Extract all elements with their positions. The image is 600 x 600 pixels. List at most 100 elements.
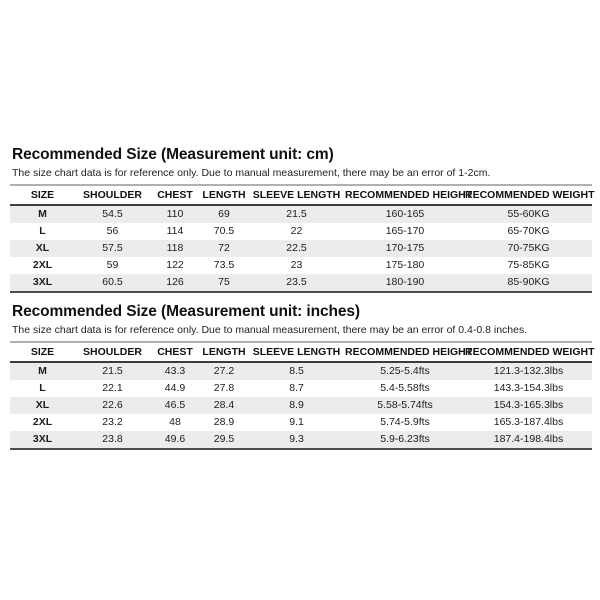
cell-sleeve-length: 9.1 xyxy=(289,416,304,428)
cell-recommended-weight: 143.3-154.3lbs xyxy=(493,382,564,394)
size-chart-section-inches: Recommended Size (Measurement unit: inch… xyxy=(10,303,595,450)
cell-recommended-weight: 154.3-165.3lbs xyxy=(493,399,564,411)
cell-sleeve-length: 21.5 xyxy=(286,208,307,220)
cell-shoulder: 21.5 xyxy=(102,365,123,377)
cell-shoulder: 54.5 xyxy=(102,208,123,220)
cell-shoulder: 23.2 xyxy=(102,416,123,428)
cell-chest: 126 xyxy=(166,276,184,288)
cell-recommended-height: 5.74-5.9fts xyxy=(380,416,430,428)
header-row: SIZE SHOULDER CHEST LENGTH SLEEVE LENGTH… xyxy=(10,185,595,205)
cell-length: 27.8 xyxy=(213,382,235,394)
cell-chest: 49.6 xyxy=(164,433,186,445)
cell-chest: 44.9 xyxy=(164,382,186,394)
column-header-shoulder: SHOULDER xyxy=(83,346,142,358)
cell-sleeve-length: 22.5 xyxy=(286,242,307,254)
size-table-cm: SIZE SHOULDER CHEST LENGTH SLEEVE LENGTH… xyxy=(10,184,595,293)
table-row-l: L 22.1 44.9 27.8 8.7 5.4-5.58fts 143.3-1… xyxy=(10,380,592,397)
cell-sleeve-length: 9.3 xyxy=(289,433,304,445)
cell-size: 3XL xyxy=(32,433,53,445)
cell-recommended-height: 160-165 xyxy=(385,208,425,220)
cell-size: M xyxy=(38,208,47,220)
cell-chest: 43.3 xyxy=(164,365,186,377)
cell-size: XL xyxy=(35,399,50,411)
section-note-inches: The size chart data is for reference onl… xyxy=(12,324,528,336)
cell-size: L xyxy=(39,382,46,394)
table-row-m: M 54.5 110 69 21.5 160-165 55-60KG xyxy=(10,205,592,223)
cell-size: XL xyxy=(35,242,50,254)
cell-recommended-height: 170-175 xyxy=(385,242,425,254)
cell-shoulder: 22.1 xyxy=(102,382,123,394)
cell-size: 2XL xyxy=(32,259,53,271)
cell-length: 28.9 xyxy=(213,416,235,428)
cell-length: 72 xyxy=(218,242,230,254)
cell-recommended-height: 5.25-5.4fts xyxy=(380,365,430,377)
cell-shoulder: 57.5 xyxy=(102,242,123,254)
column-header-chest: CHEST xyxy=(157,346,193,358)
size-table-inches: SIZE SHOULDER CHEST LENGTH SLEEVE LENGTH… xyxy=(10,341,595,450)
column-header-recommended-weight: RECOMMENDED WEIGHT xyxy=(465,346,595,358)
cell-recommended-weight: 187.4-198.4lbs xyxy=(493,433,564,445)
cell-recommended-height: 180-190 xyxy=(385,276,425,288)
cell-chest: 114 xyxy=(166,225,184,237)
cell-recommended-height: 165-170 xyxy=(385,225,425,237)
cell-recommended-weight: 165.3-187.4lbs xyxy=(493,416,564,428)
cell-recommended-weight: 75-85KG xyxy=(507,259,550,271)
cell-sleeve-length: 23.5 xyxy=(286,276,307,288)
column-header-length: LENGTH xyxy=(202,346,246,358)
cell-shoulder: 59 xyxy=(106,259,119,271)
cell-sleeve-length: 8.7 xyxy=(289,382,304,394)
cell-length: 73.5 xyxy=(213,259,235,271)
cell-length: 69 xyxy=(218,208,230,220)
cell-size: L xyxy=(39,225,46,237)
cell-recommended-height: 5.4-5.58fts xyxy=(380,382,430,394)
column-header-recommended-height: RECOMMENDED HEIGHT xyxy=(345,346,473,358)
cell-recommended-weight: 121.3-132.3lbs xyxy=(493,365,564,377)
cell-length: 70.5 xyxy=(213,225,235,237)
cell-size: 2XL xyxy=(32,416,53,428)
cell-recommended-height: 5.9-6.23fts xyxy=(380,433,430,445)
cell-recommended-height: 175-180 xyxy=(385,259,425,271)
table-row-2xl: 2XL 23.2 48 28.9 9.1 5.74-5.9fts 165.3-1… xyxy=(10,414,592,431)
column-header-length: LENGTH xyxy=(202,189,246,201)
cell-chest: 118 xyxy=(166,242,184,254)
column-header-chest: CHEST xyxy=(157,189,193,201)
column-header-recommended-weight: RECOMMENDED WEIGHT xyxy=(465,189,595,201)
table-row-3xl: 3XL 60.5 126 75 23.5 180-190 85-90KG xyxy=(10,274,592,292)
cell-length: 29.5 xyxy=(213,433,235,445)
column-header-sleeve-length: SLEEVE LENGTH xyxy=(252,346,341,358)
cell-sleeve-length: 23 xyxy=(290,259,303,271)
cell-shoulder: 23.8 xyxy=(102,433,123,445)
cell-length: 27.2 xyxy=(213,365,235,377)
cell-chest: 46.5 xyxy=(164,399,186,411)
cell-shoulder: 56 xyxy=(106,225,119,237)
cell-sleeve-length: 8.9 xyxy=(289,399,304,411)
column-header-size: SIZE xyxy=(30,346,55,358)
cell-shoulder: 60.5 xyxy=(102,276,123,288)
cell-chest: 48 xyxy=(169,416,181,428)
cell-recommended-height: 5.58-5.74fts xyxy=(377,399,433,411)
cell-chest: 122 xyxy=(166,259,184,271)
header-row: SIZE SHOULDER CHEST LENGTH SLEEVE LENGTH… xyxy=(10,342,595,362)
cell-length: 28.4 xyxy=(213,399,235,411)
cell-sleeve-length: 8.5 xyxy=(289,365,304,377)
column-header-recommended-height: RECOMMENDED HEIGHT xyxy=(345,189,473,201)
section-title-inches: Recommended Size (Measurement unit: inch… xyxy=(12,303,360,320)
cell-shoulder: 22.6 xyxy=(102,399,123,411)
section-title-cm: Recommended Size (Measurement unit: cm) xyxy=(12,146,334,163)
cell-sleeve-length: 22 xyxy=(290,225,303,237)
section-note-cm: The size chart data is for reference onl… xyxy=(12,167,491,179)
cell-recommended-weight: 55-60KG xyxy=(507,208,550,220)
cell-recommended-weight: 65-70KG xyxy=(507,225,550,237)
cell-recommended-weight: 85-90KG xyxy=(507,276,550,288)
cell-size: M xyxy=(38,365,47,377)
cell-size: 3XL xyxy=(32,276,53,288)
cell-recommended-weight: 70-75KG xyxy=(507,242,550,254)
cell-chest: 110 xyxy=(166,208,184,220)
column-header-shoulder: SHOULDER xyxy=(83,189,142,201)
table-row-2xl: 2XL 59 122 73.5 23 175-180 75-85KG xyxy=(10,257,592,274)
column-header-sleeve-length: SLEEVE LENGTH xyxy=(252,189,341,201)
size-chart-section-cm: Recommended Size (Measurement unit: cm) … xyxy=(10,146,595,293)
table-row-l: L 56 114 70.5 22 165-170 65-70KG xyxy=(10,223,592,240)
cell-length: 75 xyxy=(218,276,230,288)
